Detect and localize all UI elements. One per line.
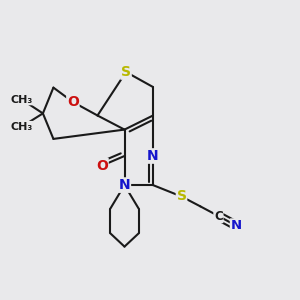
Text: CH₃: CH₃ xyxy=(11,94,33,105)
Text: CH₃: CH₃ xyxy=(11,122,33,132)
Text: N: N xyxy=(230,219,242,232)
Text: C: C xyxy=(214,209,223,223)
Text: S: S xyxy=(176,190,187,203)
Text: N: N xyxy=(119,178,130,192)
Text: N: N xyxy=(147,149,159,163)
Text: O: O xyxy=(67,95,79,109)
Text: O: O xyxy=(96,159,108,172)
Text: S: S xyxy=(121,65,131,79)
